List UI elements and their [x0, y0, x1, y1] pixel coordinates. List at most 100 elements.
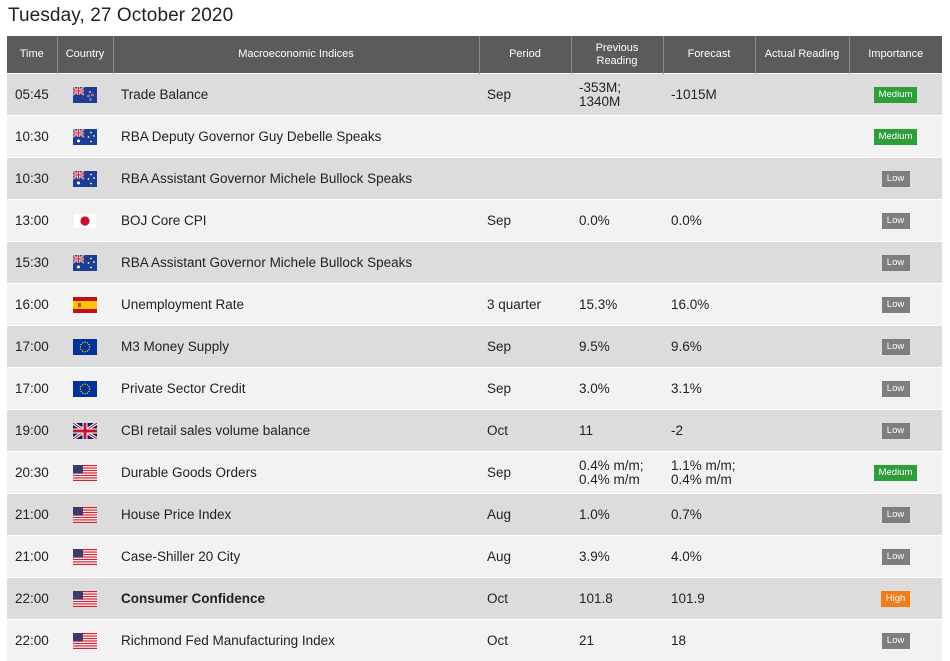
table-header-row: Time Country Macroeconomic Indices Perio… [7, 36, 942, 74]
eu-flag-icon [73, 381, 97, 397]
col-header-indices: Macroeconomic Indices [113, 36, 479, 74]
cell-previous: 11 [571, 410, 663, 452]
cell-time: 15:30 [7, 242, 57, 284]
col-header-previous-line2: Reading [597, 55, 638, 67]
cell-period: Aug [479, 536, 571, 578]
cell-index: Trade Balance [113, 74, 479, 116]
importance-badge: Low [882, 171, 910, 187]
cell-forecast-line: -2 [671, 423, 683, 438]
col-header-actual: Actual Reading [755, 36, 849, 74]
cell-actual [755, 368, 849, 410]
cell-forecast-line: 1.1% m/m; [671, 458, 736, 473]
cell-index: Durable Goods Orders [113, 452, 479, 494]
cell-index: Richmond Fed Manufacturing Index [113, 620, 479, 661]
importance-badge: Low [882, 633, 910, 649]
cell-actual [755, 410, 849, 452]
importance-badge: Low [882, 339, 910, 355]
cell-period [479, 116, 571, 158]
cell-time: 16:00 [7, 284, 57, 326]
cell-time: 10:30 [7, 158, 57, 200]
cell-importance: Low [849, 620, 942, 661]
cell-country [57, 620, 113, 661]
cell-time: 22:00 [7, 578, 57, 620]
cell-forecast: -2 [663, 410, 755, 452]
cell-actual [755, 74, 849, 116]
cell-index: Private Sector Credit [113, 368, 479, 410]
cell-forecast: -1015M [663, 74, 755, 116]
cell-index: RBA Assistant Governor Michele Bullock S… [113, 158, 479, 200]
eu-flag-icon [73, 339, 97, 355]
page-title: Tuesday, 27 October 2020 [8, 5, 233, 27]
cell-actual [755, 116, 849, 158]
cell-importance: Medium [849, 116, 942, 158]
cell-country [57, 410, 113, 452]
cell-index: BOJ Core CPI [113, 200, 479, 242]
cell-actual [755, 200, 849, 242]
cell-previous-line: 15.3% [579, 297, 617, 312]
cell-time: 19:00 [7, 410, 57, 452]
cell-forecast-line: 3.1% [671, 381, 702, 396]
cell-previous-line: 3.0% [579, 381, 610, 396]
cell-actual [755, 326, 849, 368]
cell-period: Aug [479, 494, 571, 536]
cell-importance: Low [849, 326, 942, 368]
cell-country [57, 284, 113, 326]
nz-flag-icon [73, 87, 97, 103]
cell-previous: 3.9% [571, 536, 663, 578]
cell-actual [755, 494, 849, 536]
us-flag-icon [73, 633, 97, 649]
cell-forecast [663, 242, 755, 284]
cell-time: 17:00 [7, 326, 57, 368]
cell-country [57, 116, 113, 158]
cell-importance: Low [849, 368, 942, 410]
importance-badge: High [881, 591, 911, 607]
cell-actual [755, 620, 849, 661]
importance-badge: Low [882, 213, 910, 229]
col-header-country: Country [57, 36, 113, 74]
cell-country [57, 536, 113, 578]
col-header-time: Time [7, 36, 57, 74]
importance-badge: Low [882, 507, 910, 523]
cell-index: House Price Index [113, 494, 479, 536]
cell-previous: 101.8 [571, 578, 663, 620]
col-header-importance: Importance [849, 36, 942, 74]
cell-actual [755, 452, 849, 494]
cell-previous [571, 242, 663, 284]
us-flag-icon [73, 465, 97, 481]
cell-actual [755, 536, 849, 578]
cell-time: 13:00 [7, 200, 57, 242]
cell-previous [571, 158, 663, 200]
cell-previous: -353M;1340M [571, 74, 663, 116]
cell-time: 20:30 [7, 452, 57, 494]
cell-forecast: 0.0% [663, 200, 755, 242]
cell-forecast: 1.1% m/m;0.4% m/m [663, 452, 755, 494]
importance-badge: Low [882, 381, 910, 397]
cell-importance: Low [849, 494, 942, 536]
cell-period [479, 158, 571, 200]
cell-forecast-line: 0.4% m/m [671, 472, 732, 487]
importance-badge: Low [882, 549, 910, 565]
importance-badge: Low [882, 255, 910, 271]
cell-period: Sep [479, 74, 571, 116]
importance-badge: Low [882, 297, 910, 313]
cell-actual [755, 242, 849, 284]
cell-forecast [663, 158, 755, 200]
cell-previous-line: 1.0% [579, 507, 610, 522]
cell-period: Oct [479, 620, 571, 661]
cell-previous-line: 9.5% [579, 339, 610, 354]
cell-time: 17:00 [7, 368, 57, 410]
importance-badge: Medium [874, 465, 918, 481]
cell-forecast: 9.6% [663, 326, 755, 368]
cell-country [57, 494, 113, 536]
cell-previous-line: 101.8 [579, 591, 613, 606]
cell-actual [755, 158, 849, 200]
